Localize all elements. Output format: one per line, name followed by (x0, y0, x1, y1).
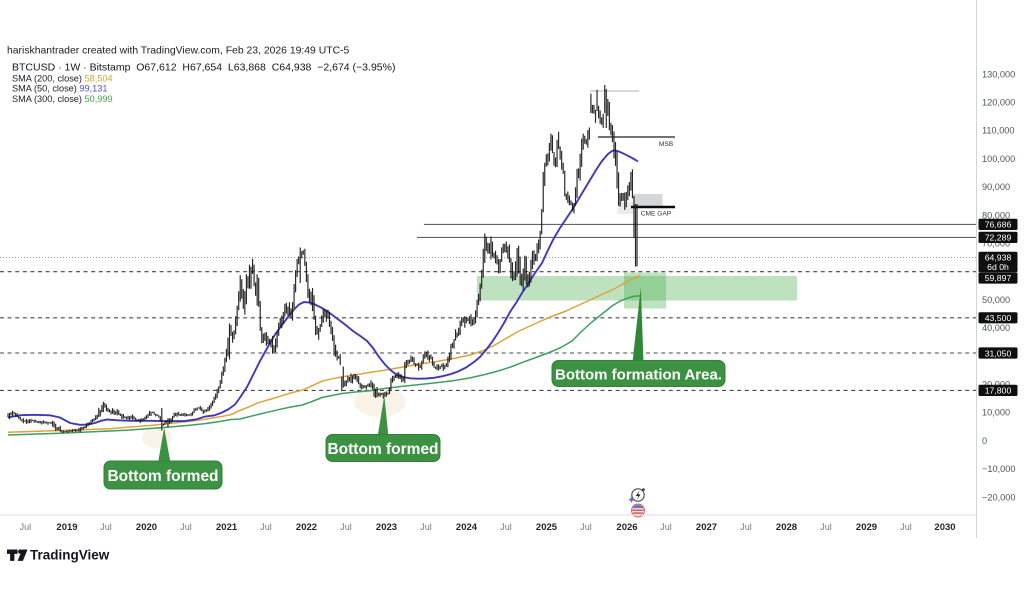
svg-text:2020: 2020 (136, 522, 157, 533)
svg-text:Bottom formed: Bottom formed (327, 441, 438, 458)
svg-text:40,000: 40,000 (982, 323, 1010, 333)
svg-text:−20,000: −20,000 (982, 492, 1015, 502)
svg-text:Jul: Jul (820, 522, 832, 532)
svg-text:Bottom formation Area.: Bottom formation Area. (555, 367, 722, 384)
svg-text:50,000: 50,000 (982, 295, 1010, 305)
svg-text:Jul: Jul (180, 522, 192, 532)
svg-text:80,000: 80,000 (982, 210, 1010, 220)
svg-text:Bottom formed: Bottom formed (107, 468, 218, 485)
svg-text:SMA (200, close) 58,504: SMA (200, close) 58,504 (12, 73, 113, 83)
svg-text:90,000: 90,000 (982, 182, 1010, 192)
svg-text:64,938: 64,938 (985, 253, 1012, 263)
svg-text:10,000: 10,000 (982, 408, 1010, 418)
svg-text:Jul: Jul (420, 522, 432, 532)
svg-text:BTCUSD · 1W · Bitstamp O67,61: BTCUSD · 1W · Bitstamp O67,612 H67,654 L… (12, 62, 395, 74)
svg-text:Jul: Jul (100, 522, 112, 532)
svg-text:2019: 2019 (56, 522, 77, 533)
svg-text:17,800: 17,800 (985, 386, 1012, 396)
svg-text:130,000: 130,000 (982, 69, 1015, 79)
svg-text:2025: 2025 (536, 522, 558, 533)
svg-text:70,000: 70,000 (982, 239, 1010, 249)
svg-text:100,000: 100,000 (982, 154, 1015, 164)
svg-text:Jul: Jul (740, 522, 752, 532)
svg-text:2027: 2027 (696, 522, 717, 533)
svg-text:2021: 2021 (216, 522, 238, 533)
svg-text:2029: 2029 (856, 522, 877, 533)
svg-text:2030: 2030 (934, 522, 955, 533)
svg-text:120,000: 120,000 (982, 98, 1015, 108)
svg-text:Jul: Jul (580, 522, 592, 532)
svg-text:2024: 2024 (456, 522, 478, 533)
svg-text:76,686: 76,686 (985, 220, 1012, 230)
svg-text:CME GAP: CME GAP (641, 210, 672, 217)
svg-text:MSB: MSB (659, 141, 674, 148)
svg-text:Jul: Jul (500, 522, 512, 532)
svg-text:2022: 2022 (296, 522, 317, 533)
svg-text:31,050: 31,050 (985, 348, 1012, 358)
svg-text:Jul: Jul (20, 522, 32, 532)
svg-text:Jul: Jul (260, 522, 272, 532)
svg-text:hariskhantrader created with T: hariskhantrader created with TradingView… (7, 46, 350, 57)
svg-text:TradingView: TradingView (30, 548, 110, 563)
svg-text:72,289: 72,289 (985, 233, 1012, 243)
svg-text:2023: 2023 (376, 522, 397, 533)
svg-text:43,500: 43,500 (985, 313, 1012, 323)
svg-text:0: 0 (982, 436, 987, 446)
svg-text:−10,000: −10,000 (982, 464, 1015, 474)
svg-text:Jul: Jul (900, 522, 912, 532)
svg-text:SMA (50, close) 99,131: SMA (50, close) 99,131 (12, 84, 108, 94)
svg-text:20,000: 20,000 (982, 380, 1010, 390)
svg-text:2026: 2026 (616, 522, 637, 533)
svg-text:Jul: Jul (340, 522, 352, 532)
svg-text:110,000: 110,000 (982, 126, 1015, 136)
svg-text:2028: 2028 (776, 522, 797, 533)
svg-text:59,897: 59,897 (985, 273, 1012, 283)
svg-text:SMA (300, close) 50,999: SMA (300, close) 50,999 (12, 94, 113, 104)
svg-text:6d 0h: 6d 0h (987, 262, 1009, 272)
svg-text:Jul: Jul (660, 522, 672, 532)
